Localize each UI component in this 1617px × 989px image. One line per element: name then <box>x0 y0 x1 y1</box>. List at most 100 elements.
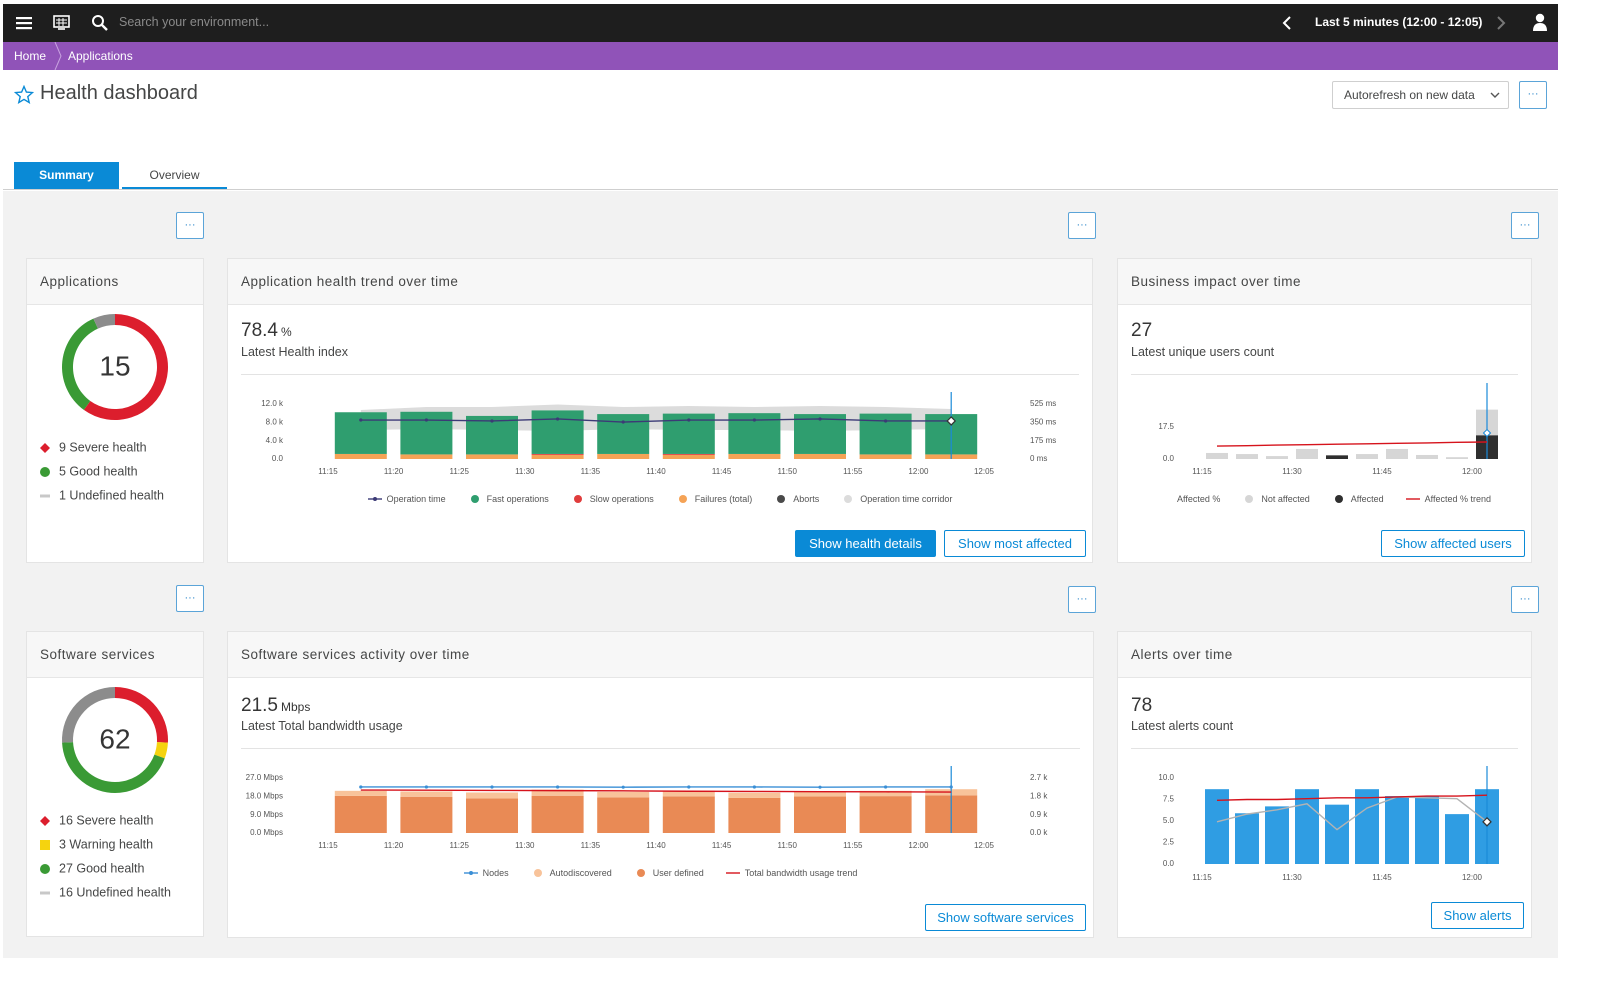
more-button[interactable]: ··· <box>1519 81 1547 109</box>
legend-label: Not affected <box>1261 494 1310 504</box>
legend-icon <box>470 495 479 503</box>
legend-label: Failures (total) <box>694 494 753 504</box>
health-trend-tile: Application health trend over time 78.4%… <box>227 258 1093 563</box>
legend-icon <box>1161 495 1169 503</box>
legend-icon <box>463 871 478 875</box>
legend-item: Total bandwidth usage trend <box>725 868 858 878</box>
legend-icon <box>678 495 687 503</box>
breadcrumb-bar: Home Applications <box>3 42 1558 70</box>
search-input[interactable]: Search your environment... <box>119 15 270 29</box>
tab-overview[interactable]: Overview <box>122 162 227 189</box>
user-icon[interactable] <box>1532 13 1548 31</box>
legend-label: User defined <box>652 868 704 878</box>
legend-label: Fast operations <box>486 494 549 504</box>
legend-icon <box>1405 498 1420 500</box>
tile-menu[interactable]: ··· <box>1068 212 1096 239</box>
legend-item: User defined <box>634 868 704 878</box>
dashboard-icon[interactable] <box>53 15 70 30</box>
tile-menu[interactable]: ··· <box>1068 586 1096 613</box>
tile-menu[interactable]: ··· <box>1511 212 1539 239</box>
legend-icon <box>1245 495 1254 503</box>
tile-menu[interactable]: ··· <box>176 585 204 612</box>
legend-label: Affected % <box>1177 494 1221 504</box>
legend-item: Fast operations <box>468 494 549 504</box>
stat-value: 21.5 Mbps <box>241 695 310 717</box>
legend: Operation time Fast operations Slow operat… <box>227 492 1093 506</box>
legend-dot <box>678 495 687 503</box>
show-software-services-button[interactable]: Show software services <box>925 904 1086 931</box>
show-alerts-button[interactable]: Show alerts <box>1431 902 1524 929</box>
stat-number: 21.5 <box>241 695 278 716</box>
legend-icon <box>777 495 786 503</box>
stat-caption: Latest alerts count <box>1131 719 1234 733</box>
legend-item: Failures (total) <box>676 494 753 504</box>
legend-label: Autodiscovered <box>549 868 612 878</box>
stat-unit: % <box>280 325 292 339</box>
legend-item: Not affected <box>1242 494 1310 504</box>
top-bar: Search your environment... Last 5 minute… <box>3 4 1558 42</box>
legend-dot <box>636 869 645 877</box>
legend-item: Slow operations <box>571 494 654 504</box>
legend-label: Nodes <box>482 868 509 878</box>
applications-tile: Applications <box>26 258 204 563</box>
show-health-details-button[interactable]: Show health details <box>795 530 936 557</box>
legend-icon <box>844 495 853 503</box>
previous-timeframe[interactable] <box>1282 16 1292 30</box>
legend-dot <box>470 495 479 503</box>
legend-label: Operation time <box>386 494 446 504</box>
services-activity-tile: Software services activity over time 21.… <box>227 631 1094 938</box>
legend-icon <box>725 872 740 874</box>
legend-icon <box>533 869 542 877</box>
legend-dot <box>468 871 473 875</box>
legend-item: Nodes <box>463 868 509 878</box>
legend-dot <box>1245 495 1254 503</box>
tab-divider <box>3 189 1558 190</box>
breadcrumb-current[interactable]: Applications <box>68 49 133 63</box>
legend-dot <box>533 869 542 877</box>
separator <box>1131 374 1518 375</box>
autorefresh-dropdown[interactable]: Autorefresh on new data <box>1332 81 1509 109</box>
legend-item: Aborts <box>774 494 819 504</box>
legend-label: Operation time corridor <box>860 494 953 504</box>
legend-item: Operation time <box>367 494 446 504</box>
breadcrumb-home[interactable]: Home <box>14 49 47 63</box>
legend-dot <box>573 495 582 503</box>
legend-item: Affected % trend <box>1405 494 1491 504</box>
tile-menu[interactable]: ··· <box>176 212 204 239</box>
legend-item: Autodiscovered <box>531 868 612 878</box>
separator <box>1131 748 1518 749</box>
show-affected-users-button[interactable]: Show affected users <box>1381 530 1525 557</box>
legend-label: Aborts <box>793 494 820 504</box>
search-icon[interactable] <box>91 14 109 32</box>
legend-label: Total bandwidth usage trend <box>744 868 858 878</box>
stat-value: 78.4% <box>241 320 292 342</box>
legend-dot <box>777 495 786 503</box>
legend-label: Affected % trend <box>1424 494 1491 504</box>
tab-summary[interactable]: Summary <box>14 162 119 189</box>
legend-label: Slow operations <box>589 494 654 504</box>
legend-icon <box>367 497 382 501</box>
autorefresh-label: Autorefresh on new data <box>1344 88 1475 102</box>
legend-item: Operation time corridor <box>841 494 952 504</box>
stat-caption: Latest unique users count <box>1131 345 1275 359</box>
menu-icon[interactable] <box>16 16 32 30</box>
show-most-affected-button[interactable]: Show most affected <box>944 530 1086 557</box>
tile-title: Business impact over time <box>1118 259 1531 305</box>
tile-title: Alerts over time <box>1118 632 1531 678</box>
legend-dot <box>1161 495 1169 503</box>
timeframe[interactable]: Last 5 minutes (12:00 - 12:05) <box>1315 15 1483 29</box>
legend-item: Affected % <box>1158 494 1220 504</box>
dropdown-chevron <box>1490 92 1500 98</box>
software-services-tile: Software services <box>26 631 204 937</box>
tile-title: Software services <box>27 632 203 678</box>
legend-dot <box>1334 495 1343 503</box>
legend-label: Affected <box>1350 494 1384 504</box>
legend: Affected % Not affected Affected Affected %… <box>1117 492 1532 506</box>
separator <box>241 748 1080 749</box>
favorite-star[interactable] <box>14 85 34 105</box>
legend-icon <box>636 869 645 877</box>
tile-menu[interactable]: ··· <box>1511 586 1539 613</box>
separator <box>241 374 1079 375</box>
tile-title: Software services activity over time <box>228 632 1093 678</box>
next-timeframe[interactable] <box>1496 16 1506 30</box>
